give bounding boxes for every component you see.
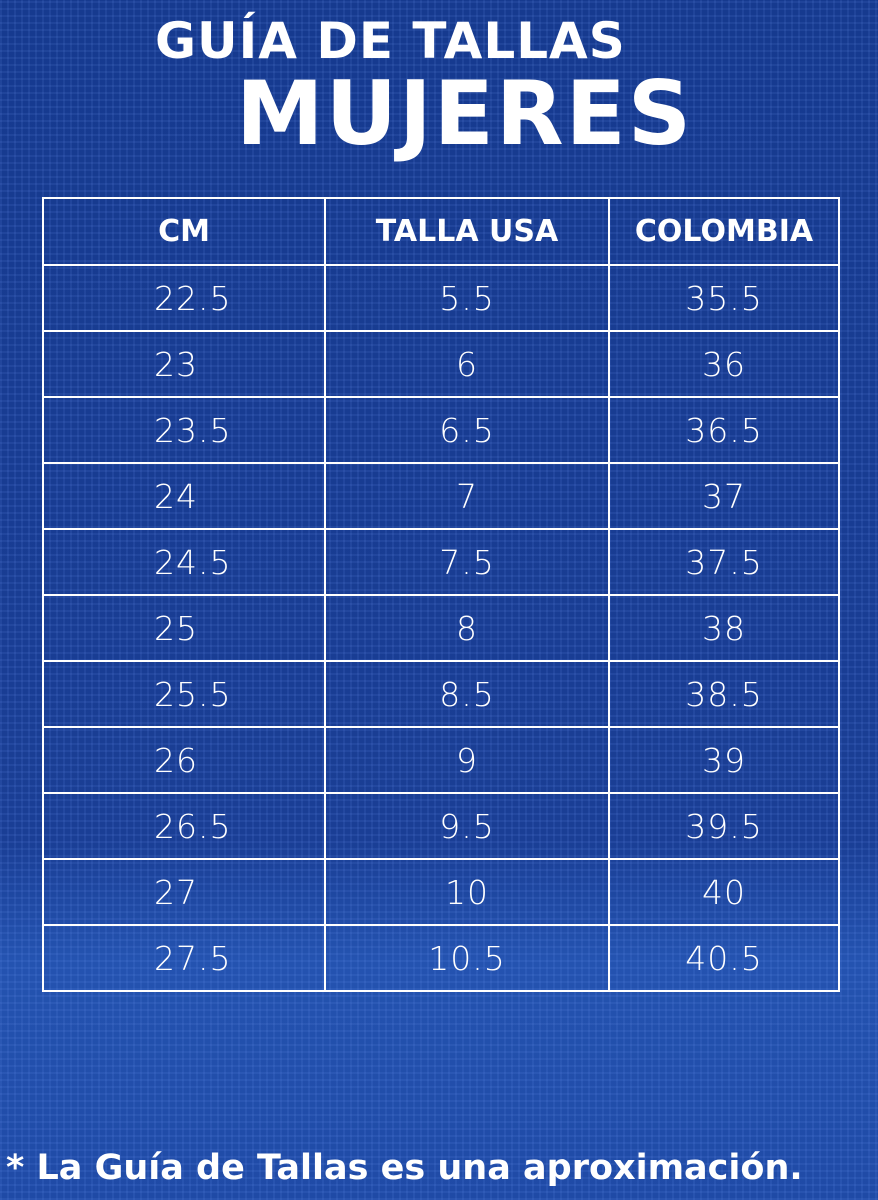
cell-colombia: 38 bbox=[608, 594, 840, 662]
cell-cm: 27 bbox=[42, 858, 326, 926]
cell-cm: 24.5 bbox=[42, 528, 326, 596]
cell-talla-usa: 10 bbox=[324, 858, 610, 926]
cell-talla-usa: 7 bbox=[324, 462, 610, 530]
table-row: 26 9 39 bbox=[42, 726, 840, 794]
header-talla-usa: TALLA USA bbox=[324, 197, 610, 266]
cell-colombia: 37.5 bbox=[608, 528, 840, 596]
cell-colombia: 38.5 bbox=[608, 660, 840, 728]
cell-colombia: 40.5 bbox=[608, 924, 840, 992]
cell-cm: 26 bbox=[42, 726, 326, 794]
cell-talla-usa: 9 bbox=[324, 726, 610, 794]
table-row: 23.5 6.5 36.5 bbox=[42, 396, 840, 464]
cell-cm: 25.5 bbox=[42, 660, 326, 728]
cell-talla-usa: 6 bbox=[324, 330, 610, 398]
header-cm: CM bbox=[42, 197, 326, 266]
header-colombia: COLOMBIA bbox=[608, 197, 840, 266]
cell-cm: 22.5 bbox=[42, 264, 326, 332]
size-table: CM TALLA USA COLOMBIA 22.5 5.5 35.5 23 6 36 23… bbox=[42, 197, 840, 992]
table-row: 22.5 5.5 35.5 bbox=[42, 264, 840, 332]
cell-talla-usa: 7.5 bbox=[324, 528, 610, 596]
cell-colombia: 40 bbox=[608, 858, 840, 926]
cell-talla-usa: 9.5 bbox=[324, 792, 610, 860]
cell-talla-usa: 10.5 bbox=[324, 924, 610, 992]
cell-colombia: 37 bbox=[608, 462, 840, 530]
cell-talla-usa: 6.5 bbox=[324, 396, 610, 464]
cell-colombia: 35.5 bbox=[608, 264, 840, 332]
cell-cm: 26.5 bbox=[42, 792, 326, 860]
cell-cm: 24 bbox=[42, 462, 326, 530]
title-line-1: GUÍA DE TALLAS bbox=[155, 12, 626, 70]
disclaimer-note: * La Guía de Tallas es una aproximación. bbox=[6, 1148, 803, 1188]
title-line-2: MUJERES bbox=[236, 62, 694, 165]
cell-cm: 23 bbox=[42, 330, 326, 398]
table-row: 25 8 38 bbox=[42, 594, 840, 662]
cell-cm: 23.5 bbox=[42, 396, 326, 464]
table-row: 24 7 37 bbox=[42, 462, 840, 530]
table-row: 27 10 40 bbox=[42, 858, 840, 926]
cell-colombia: 39.5 bbox=[608, 792, 840, 860]
cell-colombia: 39 bbox=[608, 726, 840, 794]
table-row: 27.5 10.5 40.5 bbox=[42, 924, 840, 992]
cell-colombia: 36.5 bbox=[608, 396, 840, 464]
cell-talla-usa: 5.5 bbox=[324, 264, 610, 332]
table-row: 25.5 8.5 38.5 bbox=[42, 660, 840, 728]
cell-cm: 25 bbox=[42, 594, 326, 662]
table-header-row: CM TALLA USA COLOMBIA bbox=[42, 197, 840, 266]
table-row: 24.5 7.5 37.5 bbox=[42, 528, 840, 596]
cell-colombia: 36 bbox=[608, 330, 840, 398]
cell-talla-usa: 8 bbox=[324, 594, 610, 662]
cell-talla-usa: 8.5 bbox=[324, 660, 610, 728]
cell-cm: 27.5 bbox=[42, 924, 326, 992]
table-row: 26.5 9.5 39.5 bbox=[42, 792, 840, 860]
table-row: 23 6 36 bbox=[42, 330, 840, 398]
